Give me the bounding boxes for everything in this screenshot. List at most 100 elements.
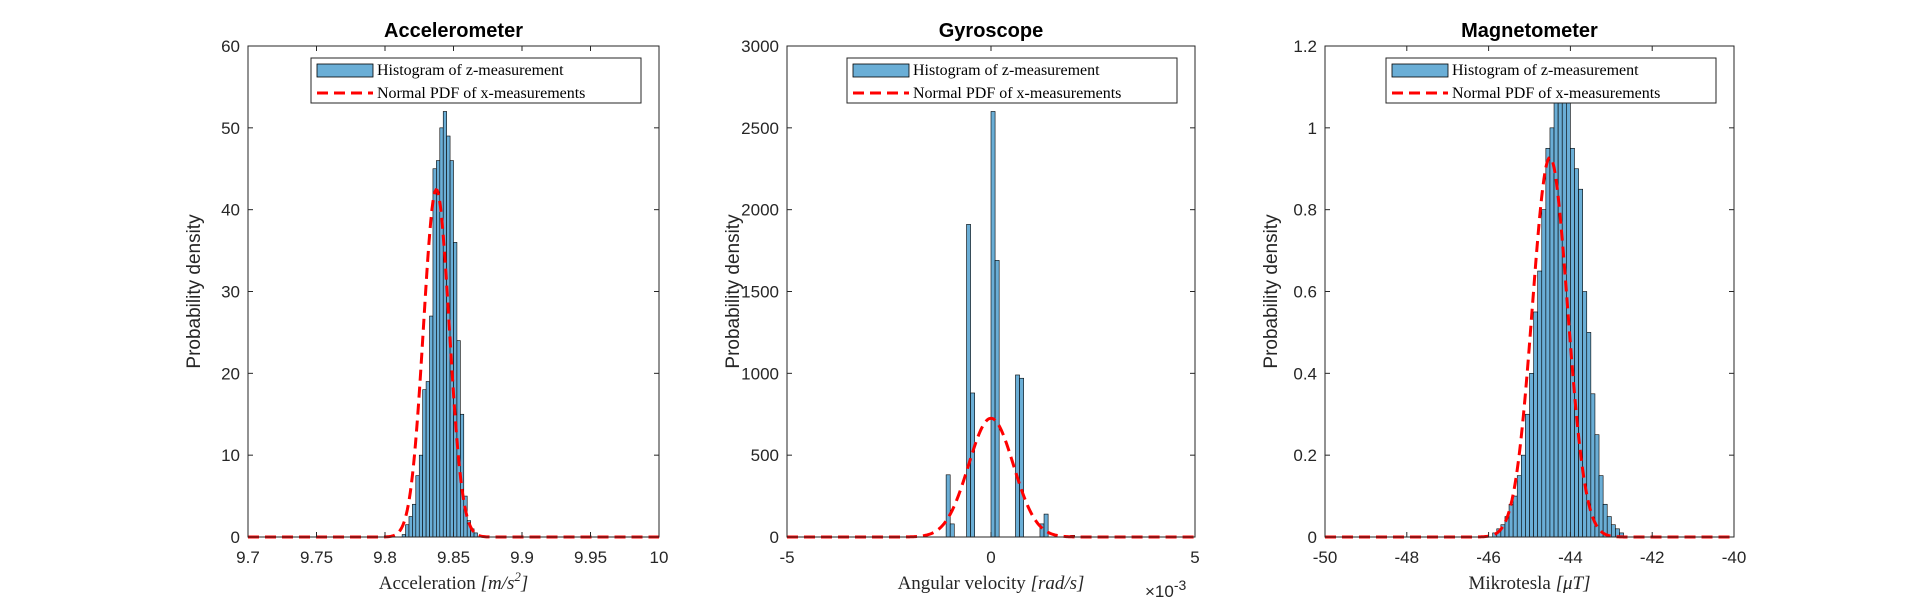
histogram-bar — [1553, 66, 1559, 538]
chart-panel-1: 0 10 20 30 40 50 60 9.7 9.75 9.8 9.85 9.9 9.95 10 Acce… — [184, 20, 668, 594]
histogram-bar — [1611, 524, 1616, 538]
y-tick-label: 3000 — [741, 37, 779, 56]
x-tick-label: 9.75 — [300, 548, 333, 567]
legend: Histogram of z-measurement Normal PDF of … — [310, 57, 642, 104]
histogram-bar — [1578, 188, 1583, 538]
x-tick-label: -48 — [1395, 548, 1420, 567]
histogram-bar — [1545, 147, 1551, 538]
chart-title: Gyroscope — [939, 20, 1043, 42]
histogram-bar — [418, 454, 423, 538]
histogram-bar — [405, 524, 410, 538]
x-axis-label: Angular velocity [rad/s] — [898, 573, 1085, 594]
x-tick-label: -44 — [1558, 548, 1583, 567]
histogram-bar — [422, 389, 427, 538]
x-tick-label: -40 — [1722, 548, 1747, 567]
legend-label-pdf: Normal PDF of x-measurements — [1452, 85, 1660, 102]
histogram-bar — [432, 168, 437, 538]
histogram-bar — [1512, 495, 1518, 538]
x-tick-label: 9.95 — [574, 548, 607, 567]
histogram-bar — [408, 516, 413, 538]
y-tick-label: 1 — [1308, 119, 1317, 138]
legend-label-pdf: Normal PDF of x-measurements — [913, 85, 1121, 102]
y-axis-label: Probability density — [184, 214, 205, 369]
chart-title: Accelerometer — [384, 20, 523, 42]
legend: Histogram of z-measurement Normal PDF of … — [846, 57, 1178, 104]
histogram-bar — [945, 474, 951, 538]
histogram-bar — [1590, 393, 1596, 538]
histogram-bar — [1582, 291, 1588, 538]
histogram-bar — [415, 475, 420, 538]
y-tick-label: 10 — [221, 446, 240, 465]
histogram-bar — [1533, 311, 1538, 538]
histogram-bar — [949, 523, 955, 538]
histogram-bar — [429, 315, 434, 538]
x-tick-label: 0 — [986, 548, 995, 567]
histogram-bar — [1508, 503, 1514, 538]
histogram-bar — [1570, 147, 1575, 538]
y-tick-label: 1000 — [741, 364, 779, 383]
y-tick-label: 0.4 — [1293, 364, 1317, 383]
histogram-bar — [1529, 373, 1534, 538]
histogram-bar — [1525, 413, 1530, 538]
y-tick-label: 0 — [231, 528, 240, 547]
histogram-bar — [970, 392, 975, 538]
histogram-bar — [473, 532, 478, 538]
y-tick-label: 0 — [770, 528, 779, 547]
histogram-bar — [446, 135, 451, 538]
x-tick-label: 9.8 — [373, 548, 397, 567]
y-tick-label: 40 — [221, 201, 240, 220]
histogram-bar — [1574, 168, 1579, 538]
legend-swatch-histogram — [1391, 63, 1449, 78]
x-axis-label: Mikrotesla [μT] — [1469, 573, 1591, 594]
y-tick-label: 1.2 — [1293, 37, 1317, 56]
histogram-bar — [1015, 374, 1020, 538]
chart-panel-3: 0 0.2 0.4 0.6 0.8 1 1.2 -50 -48 -46 -44 -42 -40 Magne… — [1261, 20, 1746, 594]
histogram-bar — [1549, 127, 1555, 538]
x-tick-label: -5 — [779, 548, 794, 567]
histogram-bar — [1557, 86, 1563, 538]
legend-label-histogram: Histogram of z-measurement — [1452, 62, 1639, 79]
histogram-bar — [1566, 86, 1571, 538]
y-axis-label: Probability density — [723, 214, 744, 369]
histogram-bar — [1537, 270, 1543, 538]
histogram-bar — [994, 260, 1000, 538]
y-tick-label: 60 — [221, 37, 240, 56]
histogram-bar — [1019, 377, 1024, 538]
y-tick-label: 30 — [221, 283, 240, 302]
x-tick-label: -50 — [1313, 548, 1338, 567]
y-tick-label: 500 — [751, 446, 779, 465]
histogram-bar — [1541, 209, 1547, 538]
y-tick-label: 2000 — [741, 201, 779, 220]
chart-title: Magnetometer — [1461, 20, 1598, 42]
histogram-bar — [1516, 475, 1522, 538]
y-tick-label: 0.2 — [1293, 446, 1317, 465]
y-tick-label: 2500 — [741, 119, 779, 138]
legend-label-histogram: Histogram of z-measurement — [913, 62, 1100, 79]
histogram-bar — [990, 111, 996, 538]
y-axis-label: Probability density — [1261, 214, 1282, 369]
legend-label-pdf: Normal PDF of x-measurements — [377, 85, 585, 102]
histogram-bar — [966, 224, 971, 538]
histogram-bars — [945, 111, 1075, 538]
histogram-bar — [442, 111, 447, 538]
y-tick-label: 0 — [1308, 528, 1317, 547]
x-tick-label: 9.9 — [510, 548, 534, 567]
histogram-bar — [436, 160, 441, 538]
histogram-bar — [412, 503, 417, 538]
histogram-bar — [425, 381, 430, 538]
x-tick-label: 10 — [650, 548, 669, 567]
y-tick-label: 0.8 — [1293, 201, 1317, 220]
histogram-bar — [1598, 475, 1604, 538]
histogram-bar — [439, 127, 444, 538]
legend: Histogram of z-measurement Normal PDF of … — [1385, 57, 1717, 104]
histogram-bar — [1521, 454, 1526, 538]
histogram-bar — [449, 160, 454, 538]
y-tick-label: 0.6 — [1293, 283, 1317, 302]
y-tick-label: 50 — [221, 119, 240, 138]
x-tick-label: 9.7 — [236, 548, 260, 567]
x-axis-label: Acceleration [m/s2] — [379, 569, 529, 594]
x-tick-label: 5 — [1190, 548, 1199, 567]
legend-label-histogram: Histogram of z-measurement — [377, 62, 564, 79]
